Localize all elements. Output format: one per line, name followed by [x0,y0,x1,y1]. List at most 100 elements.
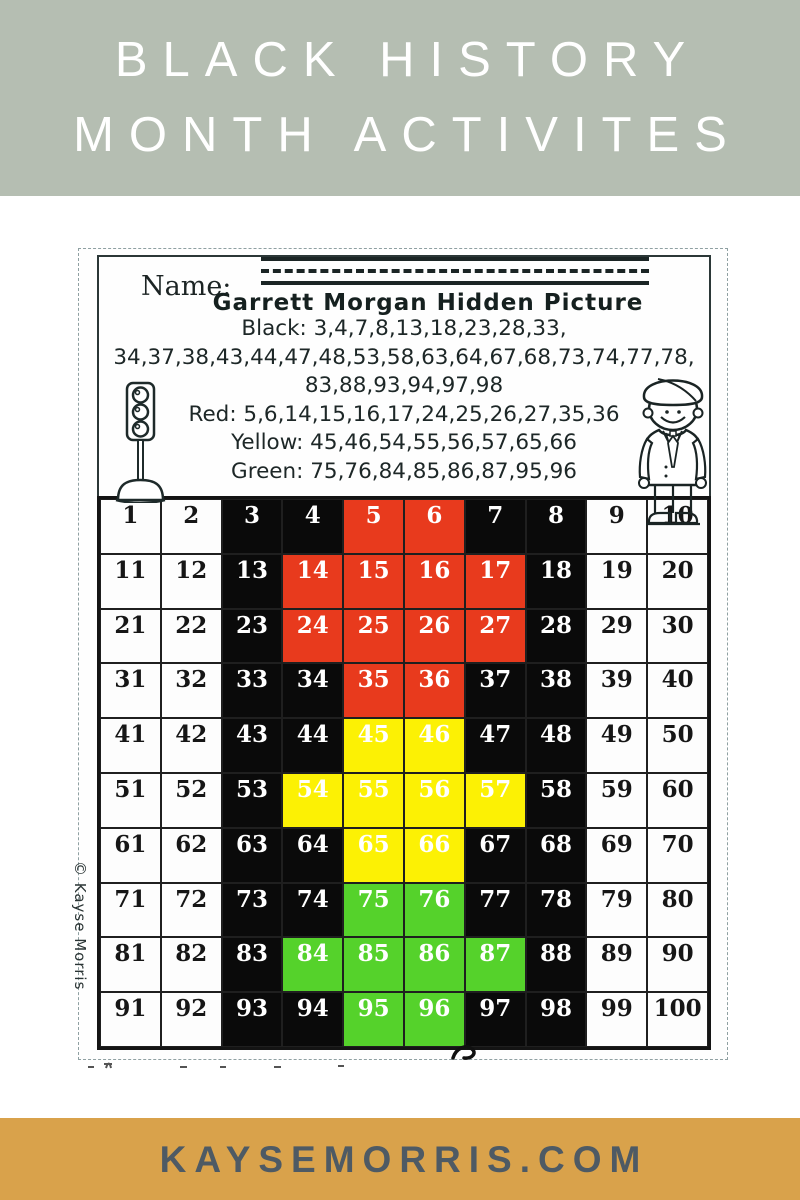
grid-cell-32: 32 [160,663,222,719]
grid-cell-55: 55 [343,772,404,828]
instruction-line-yellow: Yellow: 45,46,54,55,56,57,65,66 [231,430,577,455]
grid-cell-6: 6 [403,499,465,554]
grid-cell-53: 53 [221,772,283,828]
grid-cell-69: 69 [586,827,648,883]
grid-cell-14: 14 [282,553,344,609]
grid-cell-2: 2 [160,499,222,554]
grid-cell-26: 26 [403,608,465,664]
grid-cell-46: 46 [403,718,465,773]
grid-cell-16: 16 [403,553,465,609]
grid-cell-99: 99 [586,992,648,1047]
grid-cell-51: 51 [100,772,161,828]
instruction-line-black-3: 83,88,93,94,97,98 [304,373,504,398]
grid-cell-43: 43 [221,718,283,773]
writing-line-bottom [261,281,649,285]
grid-cell-30: 30 [647,608,708,664]
garrett-morgan-boy-icon [638,378,707,526]
copyright-credit: © Kayse Morris [71,861,89,991]
instruction-line-green: Green: 75,76,84,85,86,87,95,96 [231,458,577,484]
grid-cell-79: 79 [586,882,648,938]
grid-cell-84: 84 [282,937,344,993]
banner-title-line1: BLACK HISTORY [114,33,701,87]
grid-cell-61: 61 [100,827,161,883]
grid-cell-89: 89 [586,937,648,993]
grid-cell-42: 42 [160,718,222,773]
grid-cell-48: 48 [525,718,587,773]
grid-cell-76: 76 [403,882,465,938]
grid-cell-88: 88 [525,937,587,993]
grid-cell-13: 13 [221,553,283,609]
grid-cell-11: 11 [100,553,161,609]
grid-cell-41: 41 [100,718,161,773]
grid-cell-40: 40 [647,663,708,719]
grid-cell-63: 63 [221,827,283,883]
grid-cell-97: 97 [464,992,526,1047]
grid-cell-77: 77 [464,882,526,938]
color-instructions: Black: 3,4,7,8,13,18,23,28,33, 34,37,38,… [79,315,729,486]
grid-cell-27: 27 [464,608,526,664]
grid-cell-93: 93 [221,992,283,1047]
grid-cell-71: 71 [100,882,161,938]
grid-cell-78: 78 [525,882,587,938]
grid-cell-66: 66 [403,827,465,883]
grid-cell-60: 60 [647,772,708,828]
grid-cell-82: 82 [160,937,222,993]
grid-cell-80: 80 [647,882,708,938]
grid-cell-5: 5 [343,499,404,554]
grid-cell-62: 62 [160,827,222,883]
grid-cell-47: 47 [464,718,526,773]
grid-cell-21: 21 [100,608,161,664]
grid-cell-28: 28 [525,608,587,664]
grid-cell-49: 49 [586,718,648,773]
traffic-light-icon [115,381,166,503]
grid-cell-35: 35 [343,663,404,719]
grid-cell-73: 73 [221,882,283,938]
grid-cell-31: 31 [100,663,161,719]
grid-cell-36: 36 [403,663,465,719]
grid-cell-23: 23 [221,608,283,664]
grid-cell-64: 64 [282,827,344,883]
grid-cell-20: 20 [647,553,708,609]
banner-title-line2: MONTH ACTIVITES [73,108,742,162]
hundreds-chart-grid: 1 2 3 4 5 6 7 8 9 10 11 12 13 14 15 16 17 18 19 20 21 22 23 24 2… [97,496,711,1050]
grid-cell-57: 57 [464,772,526,828]
grid-cell-15: 15 [343,553,404,609]
grid-cell-98: 98 [525,992,587,1047]
grid-cell-24: 24 [282,608,344,664]
writing-line-top [261,257,649,261]
grid-cell-81: 81 [100,937,161,993]
grid-cell-94: 94 [282,992,344,1047]
grid-cell-56: 56 [403,772,465,828]
instruction-line-black-2: 34,37,38,43,44,47,48,53,58,63,64,67,68,7… [113,344,695,370]
grid-cell-65: 65 [343,827,404,883]
grid-cell-37: 37 [464,663,526,719]
worksheet-paper: Name: Garrett Morgan Hidden Picture Blac… [71,248,729,1060]
writing-line-middle [261,269,649,273]
grid-cell-50: 50 [647,718,708,773]
grid-cell-91: 91 [100,992,161,1047]
name-label: Name: [141,271,232,302]
grid-cell-39: 39 [586,663,648,719]
grid-cell-44: 44 [282,718,344,773]
footer-banner: KAYSEMORRIS.COM [0,1118,800,1200]
instruction-line-red: Red: 5,6,14,15,16,17,24,25,26,27,35,36 [188,401,620,427]
footer-site-text: KAYSEMORRIS.COM [159,1138,649,1180]
grid-cell-18: 18 [525,553,587,609]
grid-cell-68: 68 [525,827,587,883]
grid-cell-8: 8 [525,499,587,554]
grid-cell-3: 3 [221,499,283,554]
grid-cell-1: 1 [100,499,161,554]
grid-cell-10: 10 [647,499,708,554]
grid-cell-67: 67 [464,827,526,883]
grid-cell-59: 59 [586,772,648,828]
grid-cell-38: 38 [525,663,587,719]
pen-mark-scribbles [88,1045,476,1069]
grid-cell-95: 95 [343,992,404,1047]
instruction-line-black-1: Black: 3,4,7,8,13,18,23,28,33, [241,316,567,341]
grid-cell-7: 7 [464,499,526,554]
grid-cell-85: 85 [343,937,404,993]
grid-cell-45: 45 [343,718,404,773]
grid-cell-86: 86 [403,937,465,993]
grid-cell-34: 34 [282,663,344,719]
grid-cell-29: 29 [586,608,648,664]
